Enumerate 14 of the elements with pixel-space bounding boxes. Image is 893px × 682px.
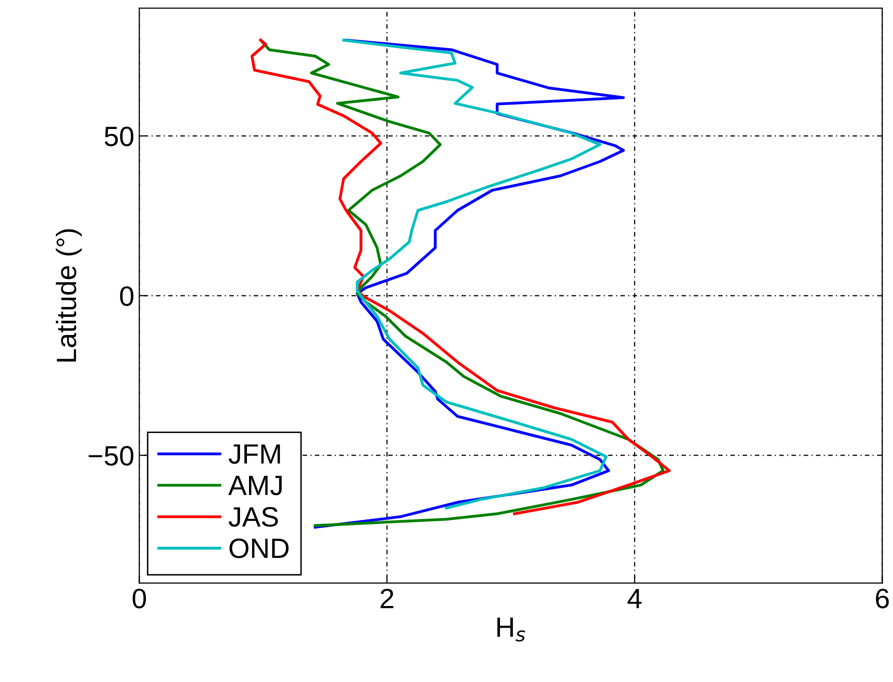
x-tick-label: 0 [132, 588, 146, 608]
legend-label: JFM [228, 444, 280, 464]
legend-label: OND [230, 538, 289, 558]
x-tick-label: 2 [380, 588, 394, 608]
line-series [342, 38, 608, 510]
x-tick-label: 6 [876, 588, 889, 608]
x-tick-label: 4 [628, 588, 642, 608]
y-tick-label: 50 [104, 126, 134, 146]
y-tick-label: 0 [120, 286, 134, 306]
legend-label: AMJ [228, 476, 282, 496]
legend-label: JAS [228, 507, 278, 527]
y-axis-title: Latitude (°) [56, 229, 82, 362]
y-tick-label: −50 [88, 446, 134, 466]
x-axis-title: H$_{s}$ [497, 618, 526, 642]
